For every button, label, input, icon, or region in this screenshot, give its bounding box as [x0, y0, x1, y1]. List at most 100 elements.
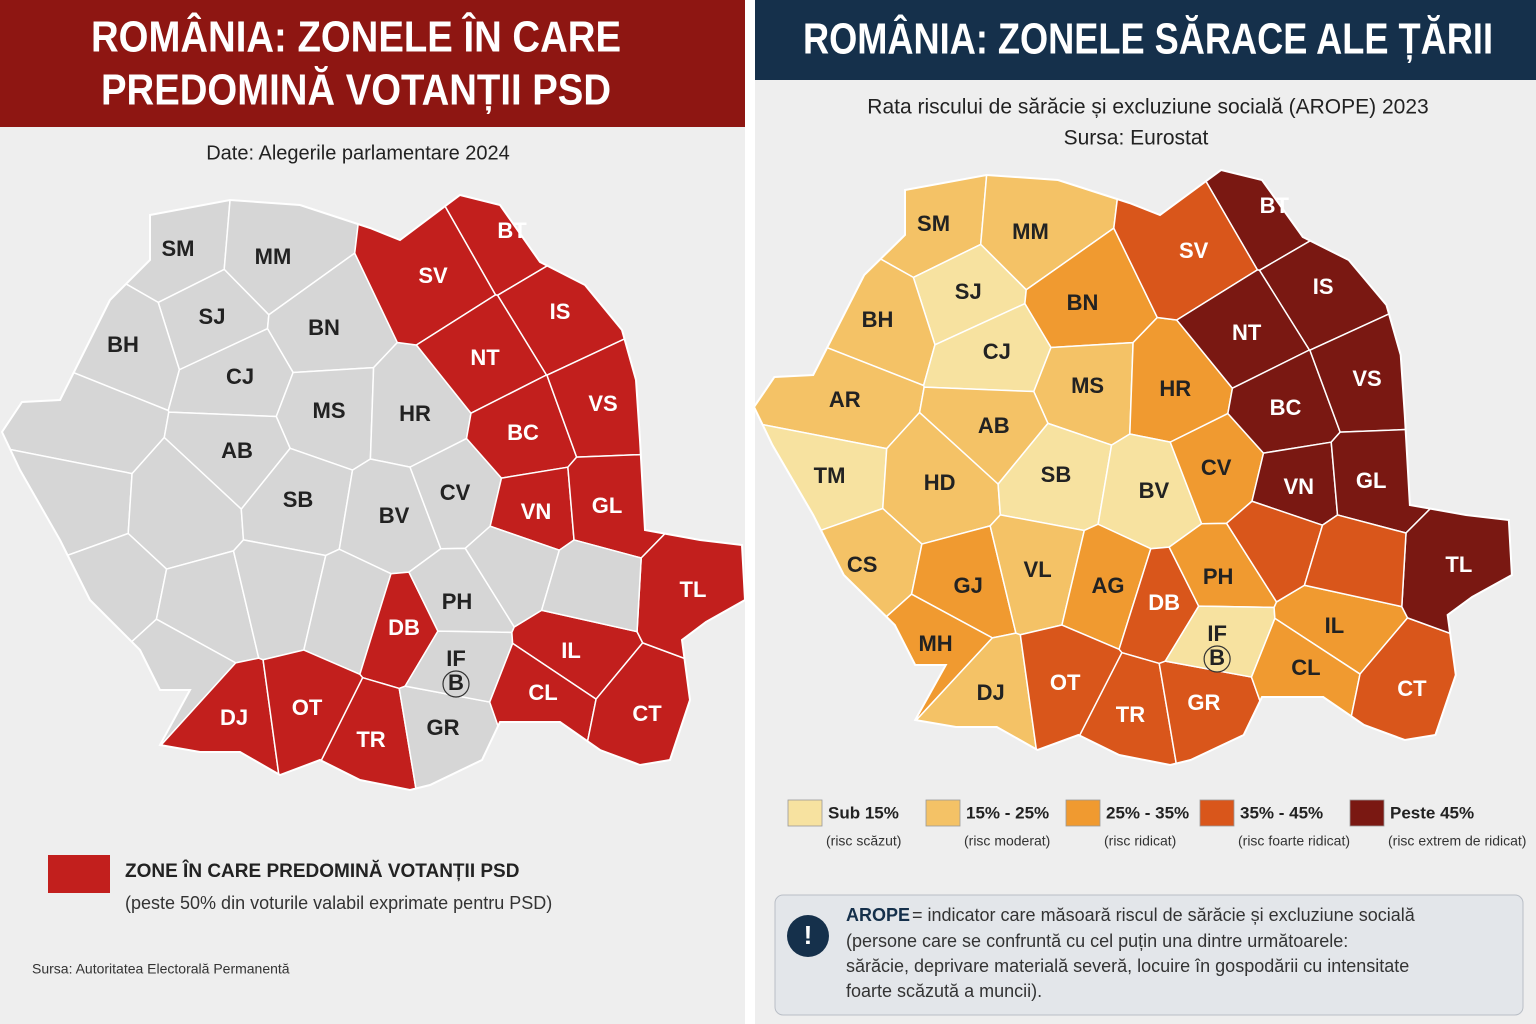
legend-label: Peste 45% — [1390, 803, 1474, 822]
right-subtitle: Rata riscului de sărăcie și excluziune s… — [867, 96, 1428, 119]
county-label: IS — [1313, 274, 1334, 299]
county-label: TR — [356, 727, 385, 752]
county-label: BV — [1139, 478, 1170, 503]
county-label: NT — [470, 345, 500, 370]
county-label: DJ — [220, 705, 248, 730]
note-box — [774, 894, 1524, 1016]
county-label: SJ — [955, 279, 982, 304]
county-label: PH — [1203, 564, 1234, 589]
country-outline — [0, 193, 747, 792]
county-label: TM — [814, 463, 846, 488]
county-label: B — [448, 670, 464, 695]
county-label: SM — [917, 211, 950, 236]
left-subtitle: Date: Alegerile parlamentare 2024 — [206, 142, 510, 164]
county-label: BN — [1067, 290, 1099, 315]
county-label: SB — [1041, 462, 1072, 487]
county-label: CT — [1397, 676, 1427, 701]
county-label: PH — [442, 589, 473, 614]
legend-label: 35% - 45% — [1240, 803, 1323, 822]
left-header — [0, 0, 745, 127]
county-label: SJ — [199, 304, 226, 329]
county-label: AR — [829, 387, 861, 412]
county-label: OT — [292, 695, 323, 720]
county-label: SM — [162, 236, 195, 261]
county-label: GR — [1187, 690, 1220, 715]
county-label: CL — [1291, 655, 1320, 680]
county — [540, 539, 642, 633]
county-label: MS — [1071, 373, 1104, 398]
county-label: CT — [632, 701, 662, 726]
county-label: MH — [918, 631, 952, 656]
county-label: VS — [1352, 366, 1381, 391]
right-map: SM MM SJ BN BH CJ AR MS HR AB TM HD SB BV CV CS GJ VL AG DB… — [752, 168, 1513, 767]
county-label: BH — [862, 307, 894, 332]
county-label: OT — [1050, 670, 1081, 695]
county-label: IF — [446, 646, 466, 671]
country-outline — [752, 168, 1513, 767]
county-label: BT — [497, 218, 527, 243]
county-label: CJ — [983, 339, 1011, 364]
county-label: GR — [427, 715, 460, 740]
county-label: IF — [1207, 621, 1227, 646]
county-label: MM — [255, 244, 292, 269]
note-icon — [787, 915, 829, 957]
county-label: GL — [1356, 468, 1387, 493]
note-line: (persone care se confruntă cu cel puțin … — [846, 931, 1348, 951]
county-label: HR — [1159, 376, 1191, 401]
note-line: = indicator care măsoară riscul de sărăc… — [912, 905, 1416, 925]
county-label: AB — [978, 413, 1010, 438]
county-label: TL — [1445, 552, 1472, 577]
county-label: MM — [1012, 219, 1049, 244]
capital-marker — [1203, 645, 1231, 673]
note-term: AROPE — [846, 905, 910, 925]
source: Sursa: Autoritatea Electorală Permanentă — [32, 961, 290, 977]
county-label: VL — [1024, 557, 1052, 582]
capital-marker — [442, 670, 470, 698]
county-label: BN — [308, 315, 340, 340]
legend-swatch — [1349, 799, 1385, 827]
county-label: NT — [1232, 320, 1262, 345]
counties — [754, 170, 1512, 765]
county-label: TL — [680, 577, 707, 602]
legend-label: 25% - 35% — [1106, 803, 1189, 822]
county — [1303, 514, 1407, 608]
county-label: CV — [1201, 455, 1232, 480]
county-label: IL — [1325, 613, 1345, 638]
note-line: foarte scăzută a muncii). — [846, 981, 1042, 1001]
county-label: BC — [507, 420, 539, 445]
legend-note: (risc foarte ridicat) — [1238, 833, 1350, 849]
legend-note: (peste 50% din voturile valabil exprimat… — [125, 893, 552, 913]
county-label: GJ — [954, 573, 983, 598]
county-label: BV — [379, 503, 410, 528]
legend-swatch — [1199, 799, 1235, 827]
legend-note: (risc ridicat) — [1104, 833, 1176, 849]
note-line: sărăcie, deprivare materială severă, loc… — [846, 956, 1409, 976]
right-legend: Sub 15% (risc scăzut) 15% - 25% (risc moder… — [787, 799, 1526, 849]
county-label: BT — [1260, 193, 1290, 218]
county-label: HD — [924, 470, 956, 495]
county-label: BH — [107, 332, 139, 357]
county-label: VS — [588, 391, 617, 416]
county-label: HR — [399, 401, 431, 426]
legend-label: Sub 15% — [828, 803, 899, 822]
legend-swatch — [925, 799, 961, 827]
county-label: IS — [550, 299, 571, 324]
county-label: B — [1209, 645, 1225, 670]
county-label: DB — [1148, 590, 1180, 615]
county-label: CV — [440, 480, 471, 505]
legend-label: ZONE ÎN CARE PREDOMINĂ VOTANȚII PSD — [125, 860, 519, 882]
county-label: DJ — [977, 680, 1005, 705]
county-label: SV — [418, 263, 448, 288]
left-title-line: ROMÂNIA: ZONELE ÎN CARE — [91, 12, 621, 62]
note-icon-mark: ! — [804, 920, 813, 950]
right-subtitle: Sursa: Eurostat — [1064, 127, 1209, 150]
county-label: CJ — [226, 364, 254, 389]
legend-swatch — [48, 855, 110, 893]
county-label: DB — [388, 615, 420, 640]
legend-label: 15% - 25% — [966, 803, 1049, 822]
county-label: TR — [1116, 702, 1145, 727]
legend-note: (risc scăzut) — [826, 833, 901, 849]
right-title: ROMÂNIA: ZONELE SĂRACE ALE ȚĂRII — [803, 14, 1493, 64]
